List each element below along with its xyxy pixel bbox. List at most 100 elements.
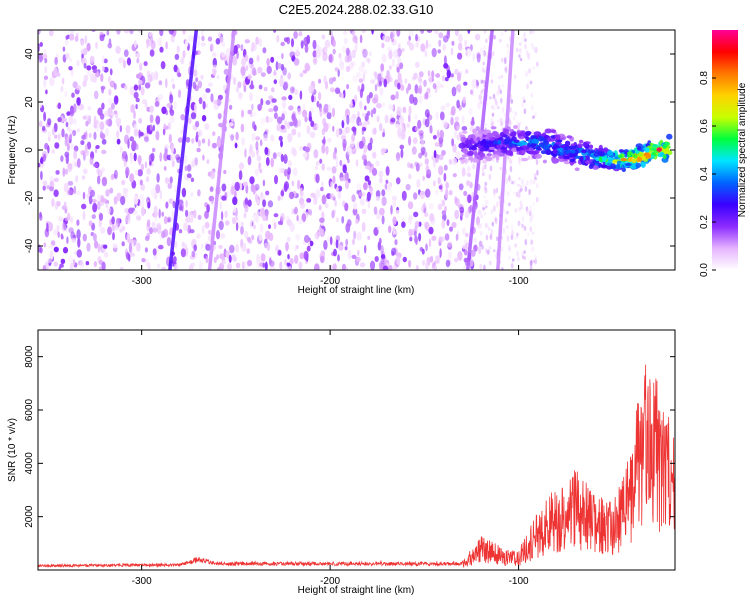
noise-cell [194,64,198,72]
noise-cell [331,210,335,219]
noise-cell [342,115,346,123]
noise-cell [369,137,373,145]
noise-cell [489,260,492,266]
noise-cell [58,216,64,222]
noise-cell [531,231,535,235]
noise-cell [85,261,90,266]
noise-cell [420,43,426,52]
noise-cell [185,209,189,218]
noise-cell [112,243,118,249]
noise-cell [46,185,50,190]
noise-cell [60,155,64,163]
ridge-cell [588,164,594,169]
noise-cell [255,193,258,202]
noise-cell [213,256,217,264]
noise-cell [358,78,364,83]
x-tick-label: -300 [132,576,152,587]
noise-cell [290,149,293,155]
noise-cell [504,57,507,65]
noise-cell [113,196,118,205]
noise-cell [216,139,222,148]
noise-cell [450,73,454,78]
noise-cell [293,89,299,95]
noise-cell [101,167,105,173]
noise-cell [75,85,82,91]
noise-cell [126,125,131,136]
noise-cell [399,62,404,70]
noise-cell [129,155,134,164]
noise-cell [109,187,114,194]
noise-cell [219,201,222,211]
noise-cell [38,244,41,253]
noise-cell [180,114,186,121]
noise-cell [98,212,104,221]
noise-cell [390,94,396,101]
noise-cell [116,138,121,145]
noise-cell [461,167,466,177]
noise-cell [431,155,435,161]
noise-cell [394,239,398,246]
noise-cell [456,134,460,141]
noise-cell [258,84,263,90]
noise-cell [465,69,469,74]
noise-cell [319,158,323,164]
noise-cell [259,168,263,174]
noise-cell [299,202,306,209]
noise-cell [289,191,295,200]
noise-cell [280,140,283,148]
noise-cell [130,104,135,113]
ridge-cell [636,153,643,157]
noise-cell [477,222,482,229]
noise-cell [40,170,43,181]
noise-cell [110,174,114,181]
noise-cell [106,30,110,36]
noise-cell [276,123,281,132]
noise-cell [101,247,107,253]
noise-cell [381,189,386,197]
ridge-cell [651,147,657,151]
noise-cell [249,219,253,228]
noise-cell [186,173,192,179]
noise-cell [294,254,299,264]
noise-cell [346,114,350,125]
noise-cell [303,36,309,47]
noise-cell [514,243,517,248]
snr-frame [37,329,676,571]
noise-cell [168,133,172,144]
noise-cell [379,207,385,216]
noise-cell [241,58,247,67]
noise-cell [135,104,138,110]
noise-cell [101,149,107,155]
noise-cell [341,45,347,53]
noise-cell [138,129,141,139]
noise-cell [165,41,168,50]
noise-cell [49,250,53,259]
noise-cell [521,215,525,223]
noise-cell [99,34,105,42]
noise-cell [293,58,300,66]
noise-cell [61,205,66,210]
noise-cell [321,181,324,188]
ridge-cell [635,162,642,168]
noise-cell [100,133,106,140]
noise-cell [482,207,486,211]
noise-cell [435,255,441,261]
noise-cell [243,85,247,93]
noise-cell [529,210,532,217]
noise-cell [450,47,454,56]
noise-cell [515,191,519,197]
noise-cell [53,177,59,183]
noise-cell [332,107,335,118]
y-tick-label: 2000 [24,505,35,528]
noise-cell [39,42,43,47]
noise-cell [275,244,279,251]
noise-cell [129,136,134,142]
noise-cell [371,167,378,176]
noise-cell [146,168,151,175]
ridge-cell [461,159,466,163]
noise-cell [283,154,288,164]
noise-cell [172,83,176,90]
noise-cell [456,99,460,109]
noise-cell [280,153,284,163]
ridge-cell [620,161,625,165]
